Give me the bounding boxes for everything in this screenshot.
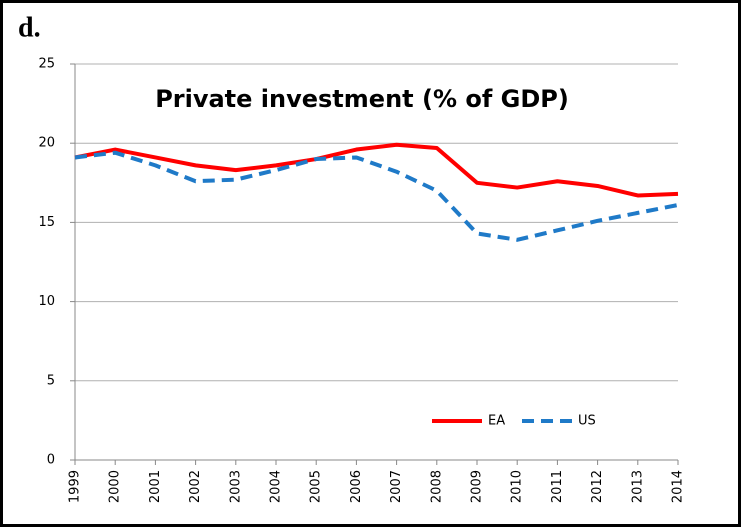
x-tick-label: 2012: [590, 470, 605, 503]
x-tick-label: 2003: [228, 470, 243, 503]
x-tick-label: 2010: [510, 470, 525, 503]
y-tick-label: 0: [47, 453, 55, 468]
y-tick-label: 5: [47, 373, 55, 388]
x-tick-label: 2002: [188, 470, 203, 503]
y-tick-label: 25: [38, 57, 55, 72]
x-tick-label: 2011: [550, 470, 565, 503]
x-tick-label: 2014: [671, 470, 686, 503]
x-tick-label: 1999: [68, 470, 83, 503]
legend-label: EA: [488, 414, 505, 429]
x-tick-label: 2004: [269, 470, 284, 503]
x-tick-label: 2005: [309, 470, 324, 503]
x-tick-label: 2006: [349, 470, 364, 503]
x-tick-label: 2007: [389, 470, 404, 503]
x-tick-label: 2001: [148, 470, 163, 503]
x-tick-label: 2009: [470, 470, 485, 503]
legend-label: US: [578, 414, 596, 429]
y-tick-label: 10: [38, 294, 55, 309]
series-line: [74, 142, 679, 198]
series-line: [74, 150, 679, 242]
panel-label: d.: [18, 12, 41, 43]
x-tick-label: 2000: [108, 470, 123, 503]
x-tick-label: 2013: [630, 470, 645, 503]
x-tick-label: 2008: [429, 470, 444, 503]
chart-title: Private investment (% of GDP): [155, 85, 569, 113]
y-tick-label: 20: [38, 136, 55, 151]
y-tick-label: 15: [38, 215, 55, 230]
